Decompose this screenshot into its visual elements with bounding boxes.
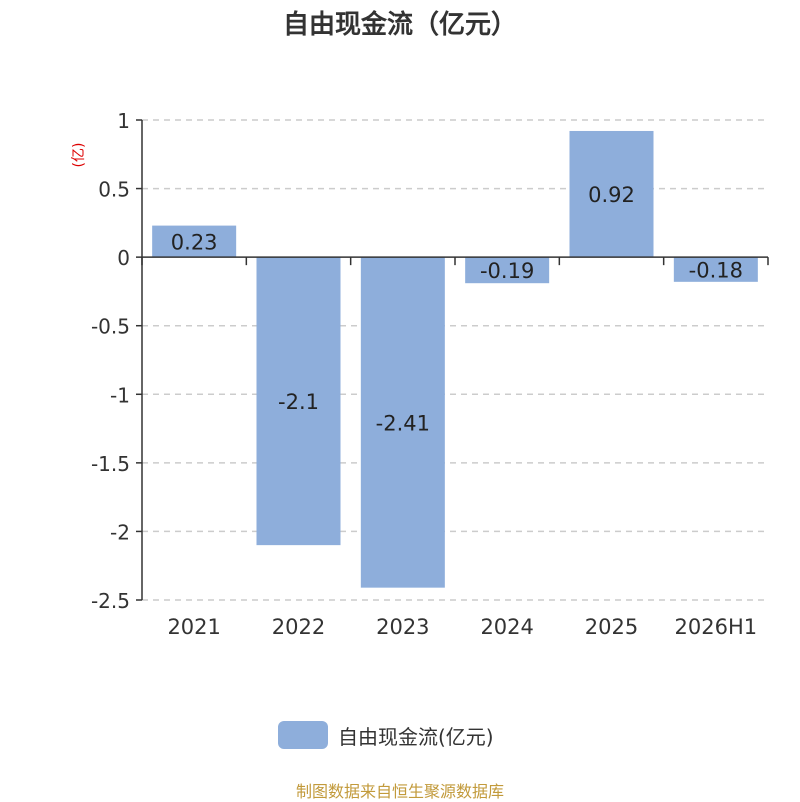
bars <box>152 130 758 588</box>
data-label-2022: -2.1 <box>278 390 319 414</box>
legend-swatch <box>278 721 328 749</box>
legend[interactable]: 自由现金流(亿元) <box>278 720 494 750</box>
y-tick-label: 0.5 <box>98 178 130 202</box>
y-tick-label: -2 <box>110 520 130 544</box>
data-label-2026H1: -0.18 <box>689 258 743 282</box>
y-tick-label: -1 <box>110 383 130 407</box>
x-tick-label: 2025 <box>585 615 638 639</box>
data-label-2021: 0.23 <box>171 230 218 254</box>
x-tick-label: 2021 <box>167 615 220 639</box>
y-tick-label: -1.5 <box>91 452 130 476</box>
grid-lines <box>142 119 768 601</box>
bar-2023[interactable] <box>360 257 445 588</box>
bar-2022[interactable] <box>256 257 341 546</box>
y-tick-label: 1 <box>117 109 130 133</box>
y-tick-label: -2.5 <box>91 589 130 613</box>
axes: 1 0.5 0 -0.5 -1 -1.5 -2 -2.5 2021 2022 2023 2024 202… <box>91 109 769 639</box>
source-note: 制图数据来自恒生聚源数据库 <box>295 782 504 801</box>
data-label-2024: -0.19 <box>480 259 534 283</box>
x-tick-label: 2024 <box>480 615 533 639</box>
x-tick-label: 2022 <box>272 615 325 639</box>
x-tick-label: 2026H1 <box>675 615 758 639</box>
y-axis-unit-label: (亿) <box>71 143 87 168</box>
y-tick-label: 0 <box>117 246 130 270</box>
chart-title: 自由现金流（亿元） <box>282 10 517 40</box>
data-labels: 0.23 -2.1 -2.41 -0.19 0.92 -0.18 <box>171 183 743 435</box>
x-tick-label: 2023 <box>376 615 429 639</box>
bar-2021[interactable] <box>152 225 237 258</box>
bar-2025[interactable] <box>569 130 654 258</box>
bar-2026H1[interactable] <box>673 257 758 282</box>
data-label-2023: -2.41 <box>376 411 430 435</box>
legend-label: 自由现金流(亿元) <box>338 724 494 749</box>
free-cash-flow-bar-chart: 1 0.5 0 -0.5 -1 -1.5 -2 -2.5 2021 2022 2023 2024 202… <box>71 109 769 639</box>
data-label-2025: 0.92 <box>588 183 635 207</box>
y-tick-label: -0.5 <box>91 315 130 339</box>
bar-2024[interactable] <box>465 257 550 284</box>
